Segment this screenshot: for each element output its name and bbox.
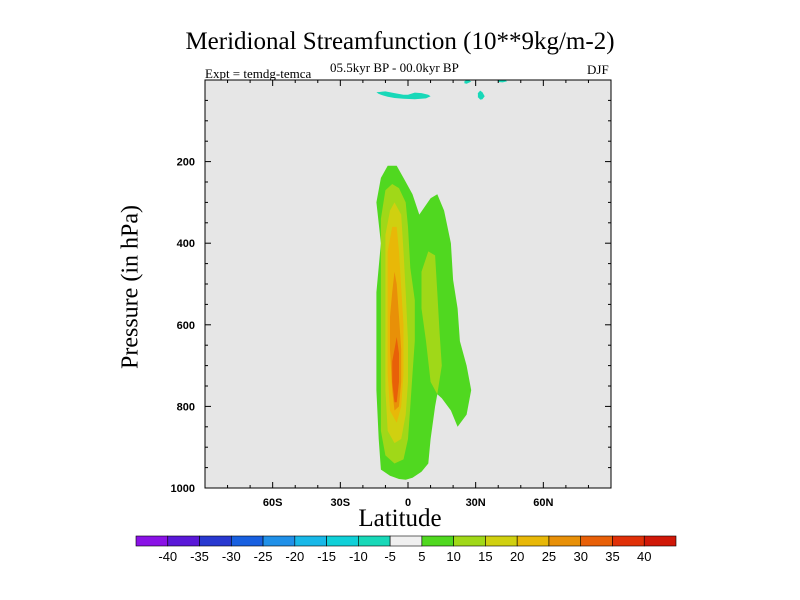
contour-region: [464, 80, 472, 84]
colorbar-swatch: [421, 535, 454, 547]
colorbar-swatch: [516, 535, 550, 547]
contour-region: [392, 337, 399, 403]
colorbar-label: -30: [222, 549, 241, 564]
x-tick-label: 30S: [331, 497, 351, 509]
colorbar-swatch: [167, 535, 200, 547]
colorbar-swatch: [612, 535, 645, 547]
colorbar: -40 -35 -30 -25 -20 -15 -10 -5 5 10 15 20 25 30 35 40: [135, 535, 677, 564]
colorbar-swatch: [485, 535, 518, 547]
x-tick-label: 0: [405, 497, 411, 509]
colorbar-label: -5: [384, 549, 396, 564]
contour-regions: [376, 80, 508, 480]
period-label: 05.5kyr BP - 00.0kyr BP: [330, 60, 459, 75]
contour-region: [477, 90, 485, 100]
season-label: DJF: [587, 62, 609, 77]
chart-title: Meridional Streamfunction (10**9kg/m-2): [185, 28, 615, 55]
colorbar-label: -20: [285, 549, 304, 564]
colorbar-label: 20: [510, 549, 524, 564]
colorbar-label: 25: [542, 549, 556, 564]
colorbar-swatch: [294, 535, 327, 547]
x-tick-label: 60S: [263, 497, 283, 509]
x-tick-label: 60N: [533, 497, 553, 509]
colorbar-label: 40: [637, 549, 651, 564]
x-axis-label: Latitude: [358, 505, 442, 532]
contour-region: [498, 80, 508, 83]
colorbar-swatch: [548, 535, 582, 547]
y-tick-label: 800: [177, 401, 195, 413]
colorbar-label: -25: [254, 549, 273, 564]
colorbar-label: 30: [573, 549, 587, 564]
colorbar-swatch: [358, 535, 391, 547]
colorbar-label: 10: [446, 549, 460, 564]
y-tick-label: 600: [177, 320, 195, 332]
colorbar-swatch: [643, 535, 677, 547]
colorbar-label: -35: [190, 549, 209, 564]
contour-region: [376, 91, 431, 100]
contour-region: [421, 251, 442, 395]
colorbar-label: 15: [478, 549, 492, 564]
y-tick-label: 200: [177, 157, 195, 169]
y-tick-label: 400: [177, 238, 195, 250]
axes: 60S 30S 0 30N 60N 200 400 600 800 1000: [171, 79, 612, 509]
colorbar-swatch: [389, 535, 423, 547]
colorbar-label: -40: [158, 549, 177, 564]
colorbar-swatch: [199, 535, 232, 547]
y-tick-label: 1000: [171, 483, 195, 495]
colorbar-swatch: [453, 535, 486, 547]
colorbar-label: 5: [418, 549, 425, 564]
colorbar-swatch: [326, 535, 359, 547]
colorbar-label: -15: [317, 549, 336, 564]
colorbar-swatch: [262, 535, 296, 547]
experiment-label: Expt = temdg-temca: [205, 66, 312, 81]
colorbar-swatch: [230, 535, 264, 547]
colorbar-swatch: [580, 535, 613, 547]
colorbar-swatch: [135, 535, 169, 547]
x-tick-label: 30N: [466, 497, 486, 509]
colorbar-label: 35: [605, 549, 619, 564]
colorbar-label: -10: [349, 549, 368, 564]
